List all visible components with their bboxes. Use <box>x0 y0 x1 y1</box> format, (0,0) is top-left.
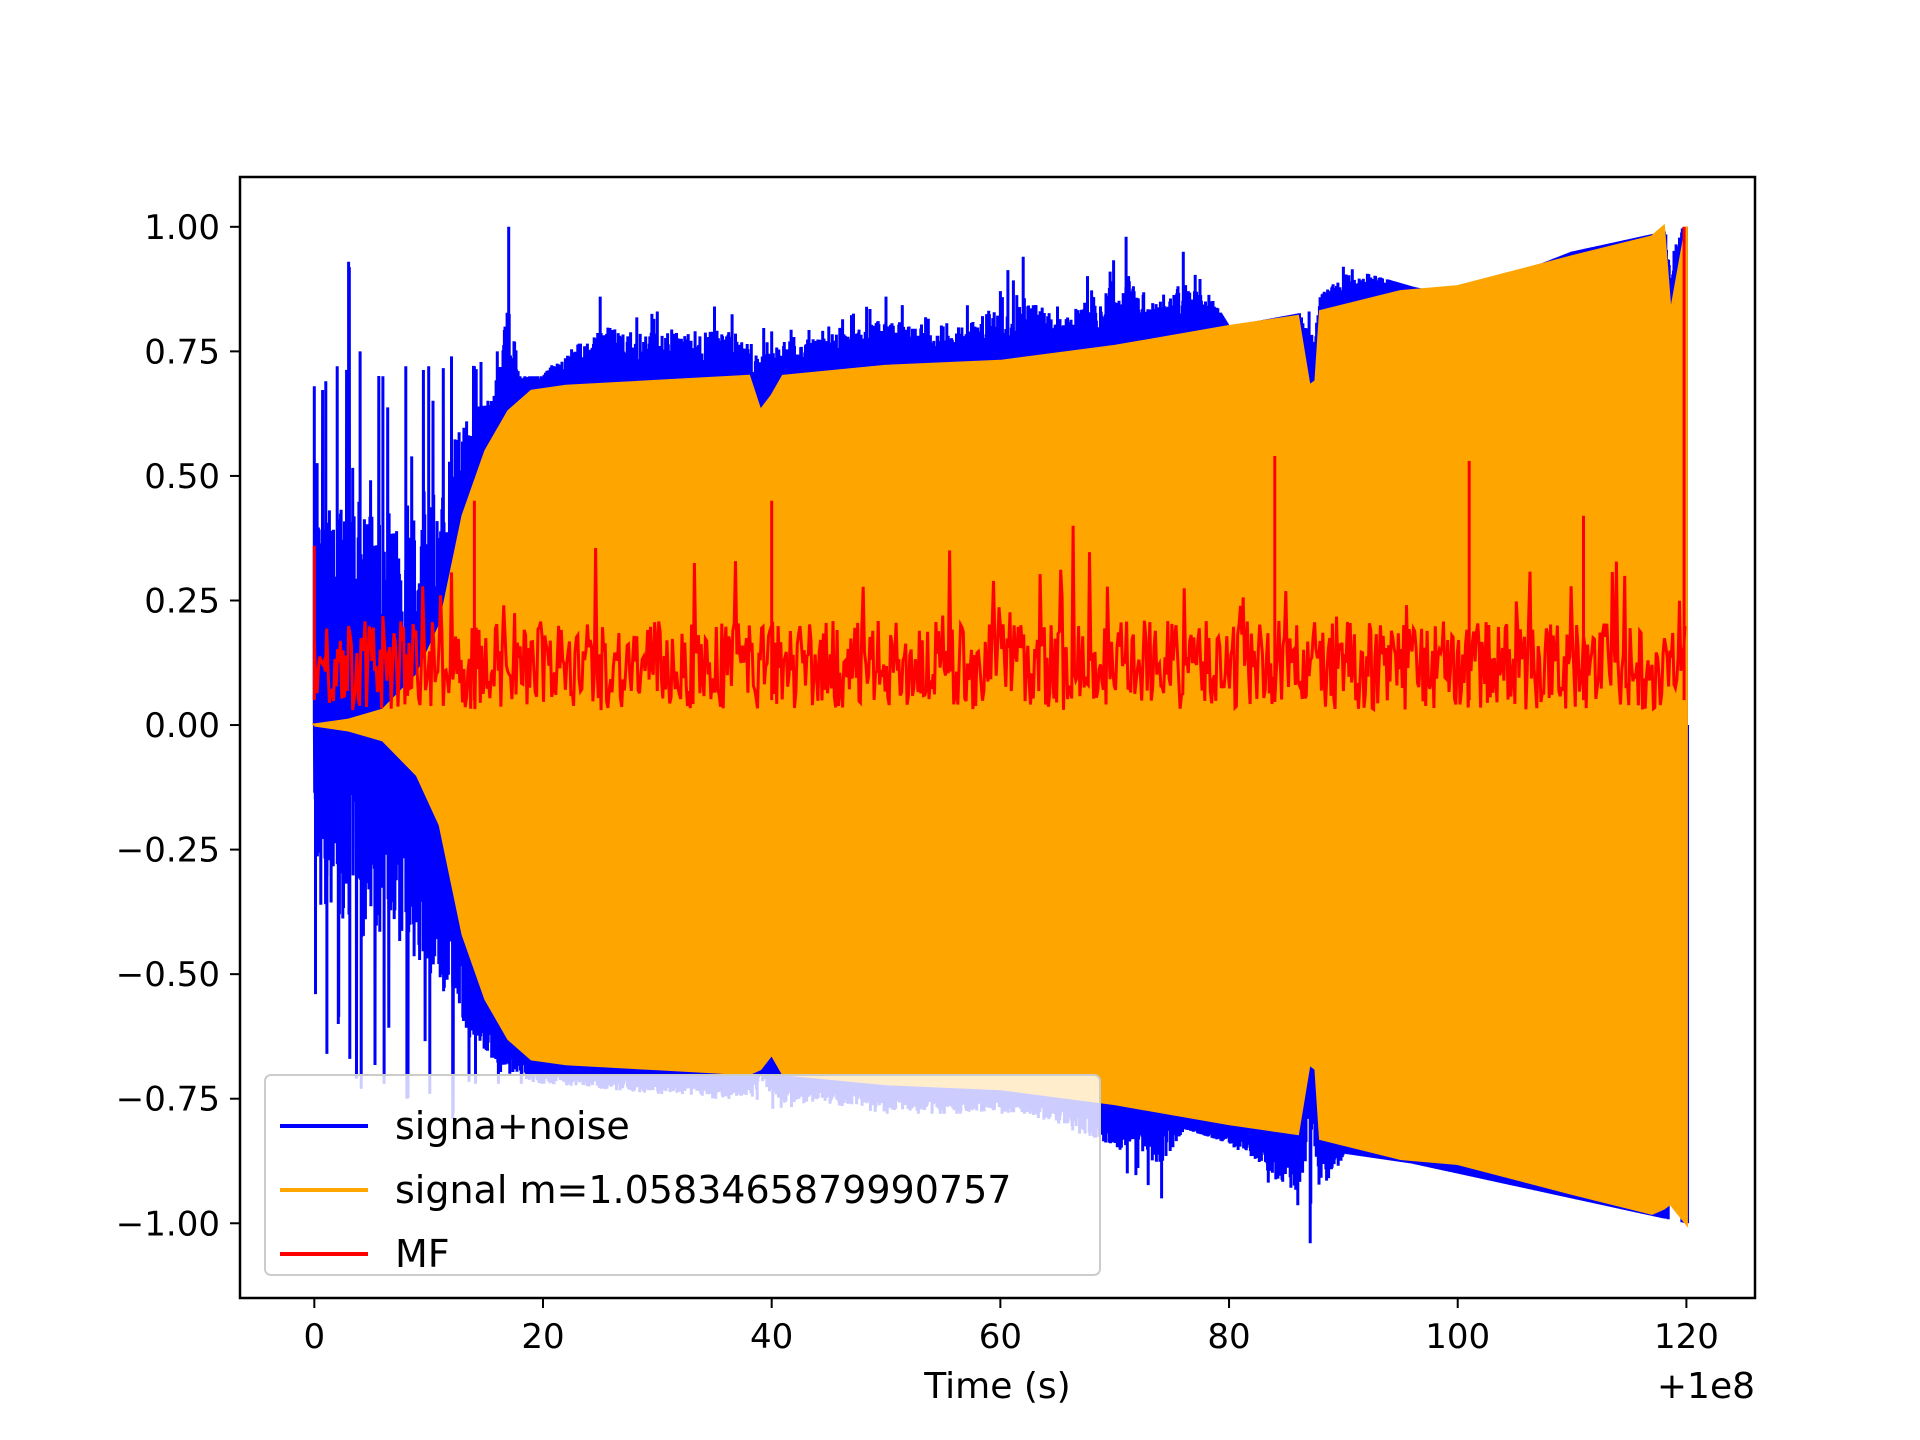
axes-frame <box>238 175 1757 1300</box>
y-tick-label: −0.25 <box>116 831 220 871</box>
x-tick-label: 40 <box>750 1317 793 1357</box>
y-tick-label: −0.75 <box>116 1080 220 1120</box>
y-tick-label: 0.50 <box>144 457 220 497</box>
plot-area <box>311 223 1689 1244</box>
y-tick-label: 0.25 <box>144 581 220 621</box>
legend-label: signal m=1.0583465879990757 <box>395 1168 1011 1212</box>
x-tick-label: 120 <box>1654 1317 1719 1357</box>
x-axis-label: Time (s) <box>923 1366 1070 1407</box>
y-tick-label: −1.00 <box>116 1204 220 1244</box>
y-tick-label: 0.00 <box>144 706 220 746</box>
y-tick-label: 0.75 <box>144 332 220 372</box>
legend-label: MF <box>395 1232 450 1276</box>
x-offset-label: +1e8 <box>1657 1366 1755 1407</box>
x-tick-label: 20 <box>521 1317 564 1357</box>
series-signal <box>311 223 1688 1228</box>
legend-label: signa+noise <box>395 1104 630 1148</box>
y-tick-label: 1.00 <box>144 208 220 248</box>
legend-box <box>264 1074 1101 1276</box>
series-mf <box>312 226 1687 713</box>
legend: signa+noise signal m=1.0583465879990757 MF <box>264 1074 1101 1276</box>
axes: 0 20 40 60 80 100 120 1.00 0.75 0.50 0.25 0.00 −0.25… <box>116 175 1757 1407</box>
x-tick-label: 100 <box>1425 1317 1490 1357</box>
x-tick-label: 80 <box>1207 1317 1250 1357</box>
x-tick-label: 0 <box>304 1317 326 1357</box>
y-tick-label: −0.50 <box>116 955 220 995</box>
x-tick-label: 60 <box>979 1317 1022 1357</box>
